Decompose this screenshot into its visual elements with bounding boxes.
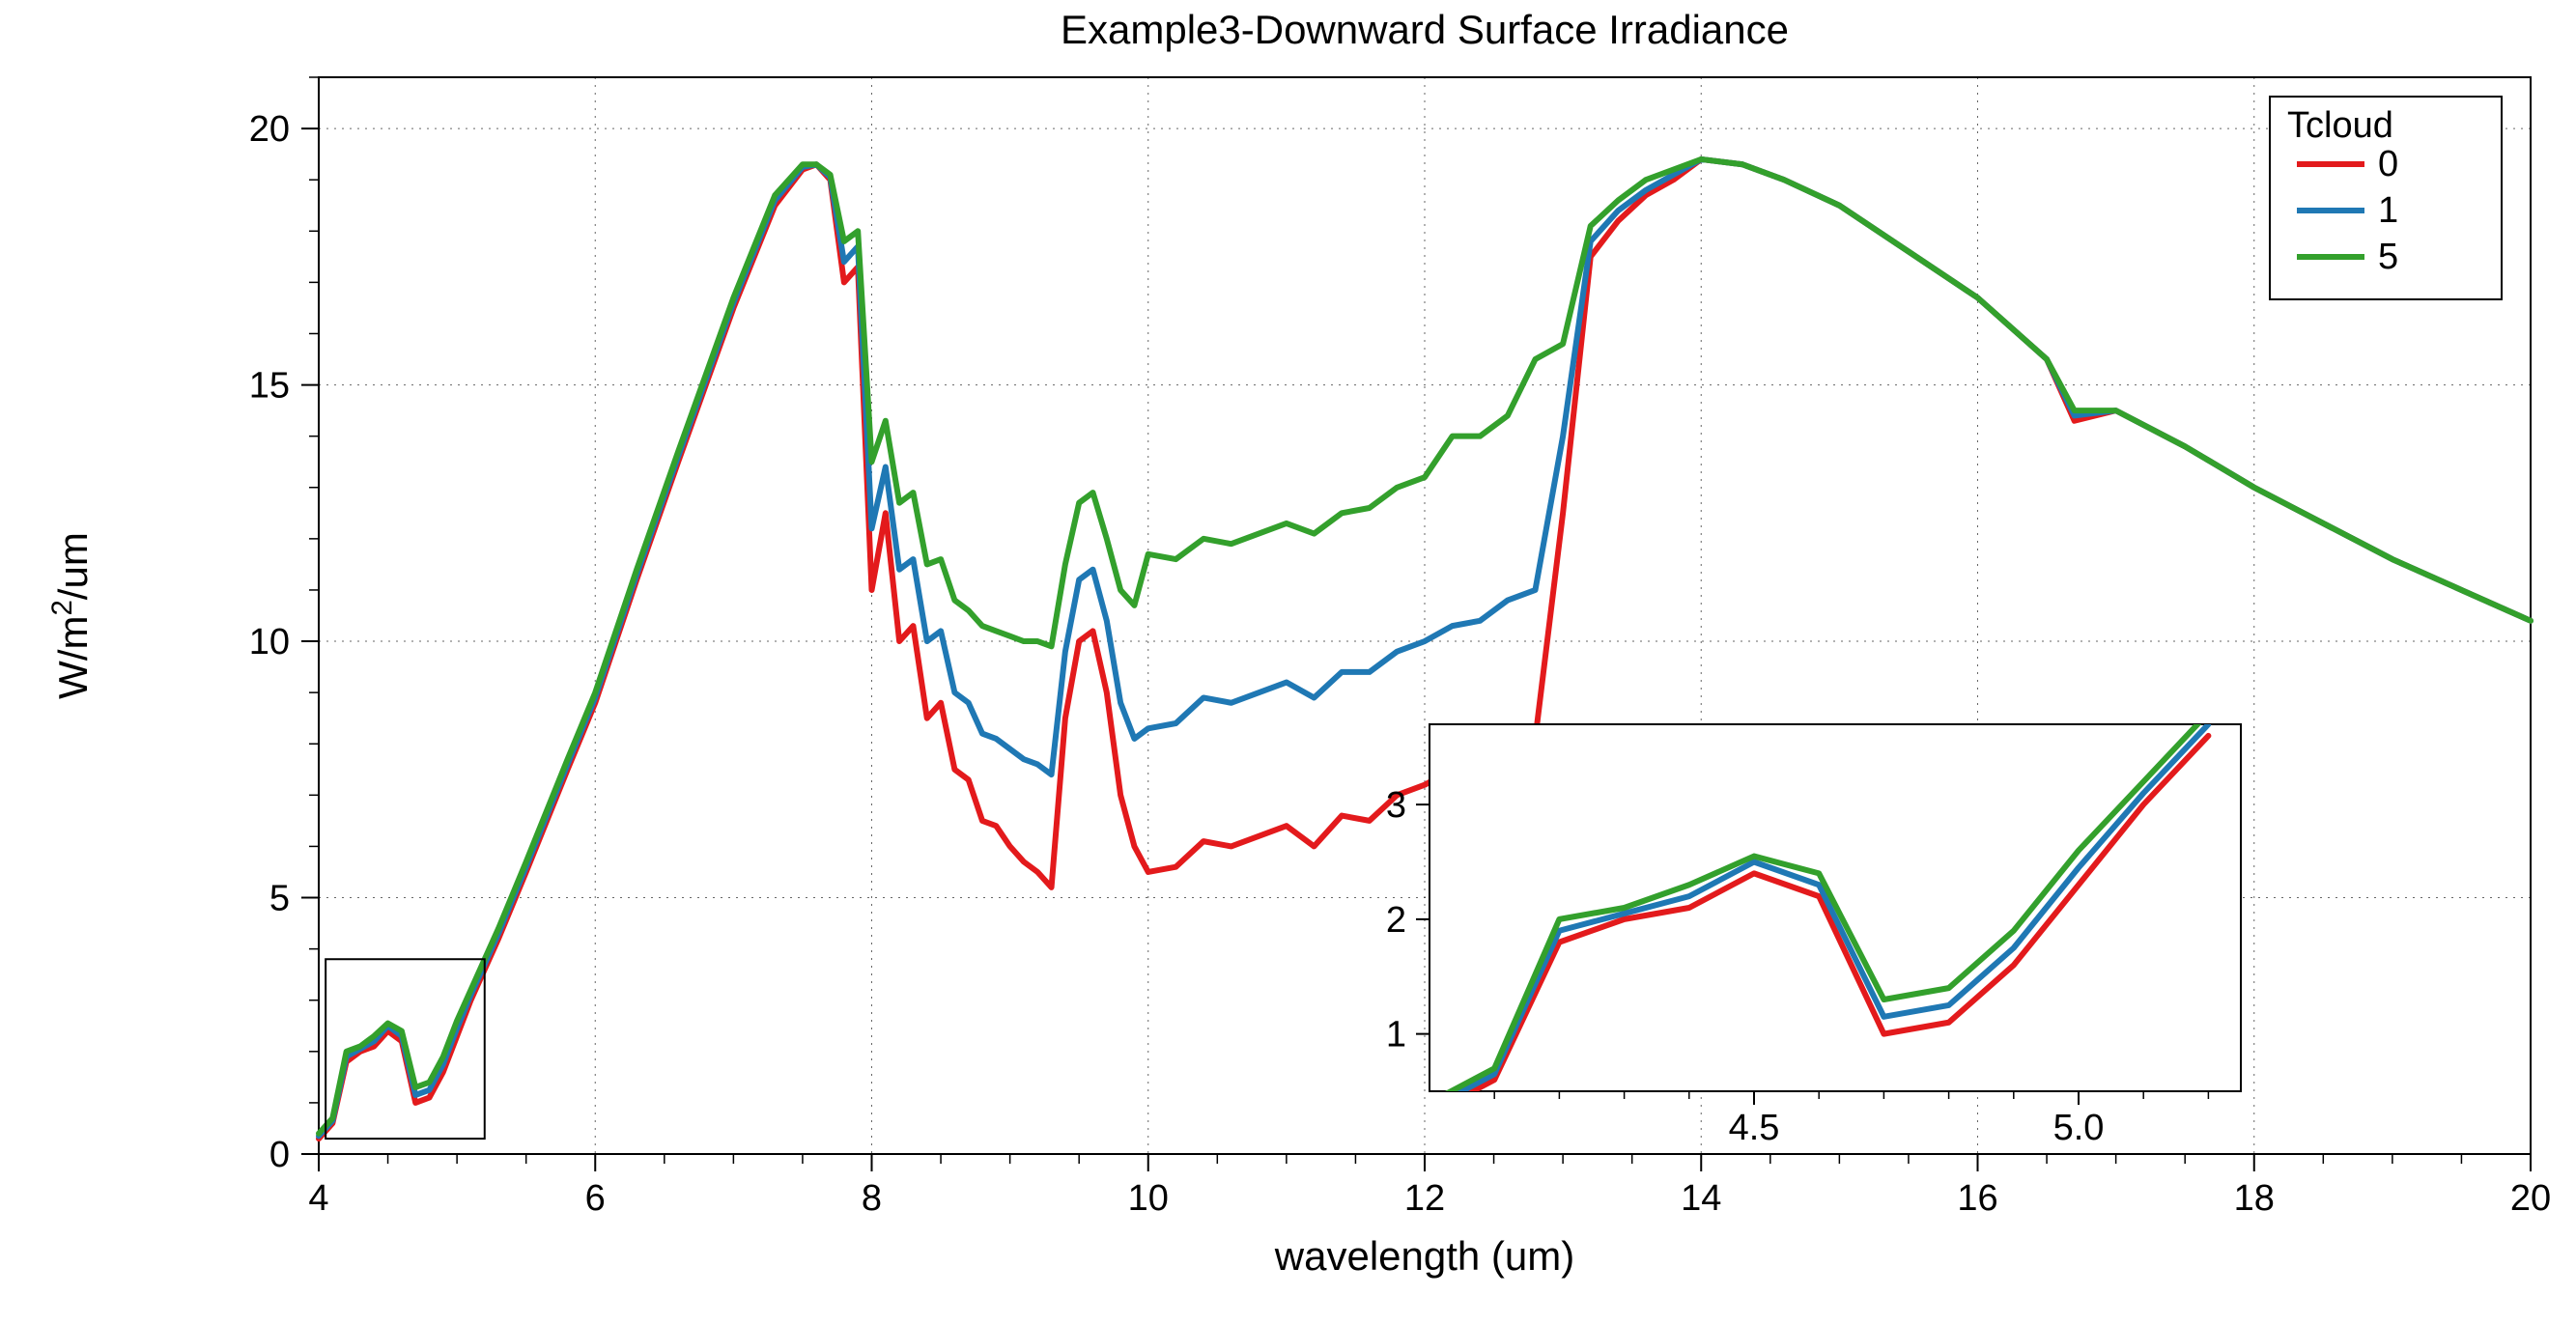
x-tick-label: 10 [1128,1178,1169,1219]
chart-container: Example3-Downward Surface Irradiance 4 6 8 1… [0,0,2576,1324]
inset-x-tick-label: 5.0 [2053,1108,2105,1148]
y-axis-label: W/m2/um [46,532,97,699]
x-axis-label: wavelength (um) [1274,1233,1574,1279]
chart-title: Example3-Downward Surface Irradiance [1061,7,1789,52]
y-tick-label: 20 [249,109,290,150]
x-tick-label: 6 [585,1178,606,1219]
x-tick-label: 4 [308,1178,328,1219]
y-tick-label: 5 [269,879,290,919]
x-tick-label: 18 [2234,1178,2275,1219]
x-tick-label: 16 [1957,1178,1997,1219]
inset-y-tick-label: 3 [1386,785,1406,826]
inset-y-tick-label: 1 [1386,1015,1406,1056]
x-tick-label: 8 [862,1178,882,1219]
legend-label: 1 [2378,190,2398,231]
legend-label: 0 [2378,144,2398,184]
legend-label: 5 [2378,237,2398,277]
x-tick-label: 20 [2510,1178,2551,1219]
x-tick-label: 14 [1681,1178,1721,1219]
inset-x-tick-label: 4.5 [1729,1108,1780,1148]
inset-y-tick-label: 2 [1386,900,1406,941]
y-tick-label: 15 [249,366,290,407]
legend-title: Tcloud [2287,105,2393,146]
y-tick-label: 10 [249,622,290,662]
x-tick-label: 12 [1404,1178,1445,1219]
chart-svg: Example3-Downward Surface Irradiance 4 6 8 1… [0,0,2576,1324]
y-tick-label: 0 [269,1135,290,1175]
